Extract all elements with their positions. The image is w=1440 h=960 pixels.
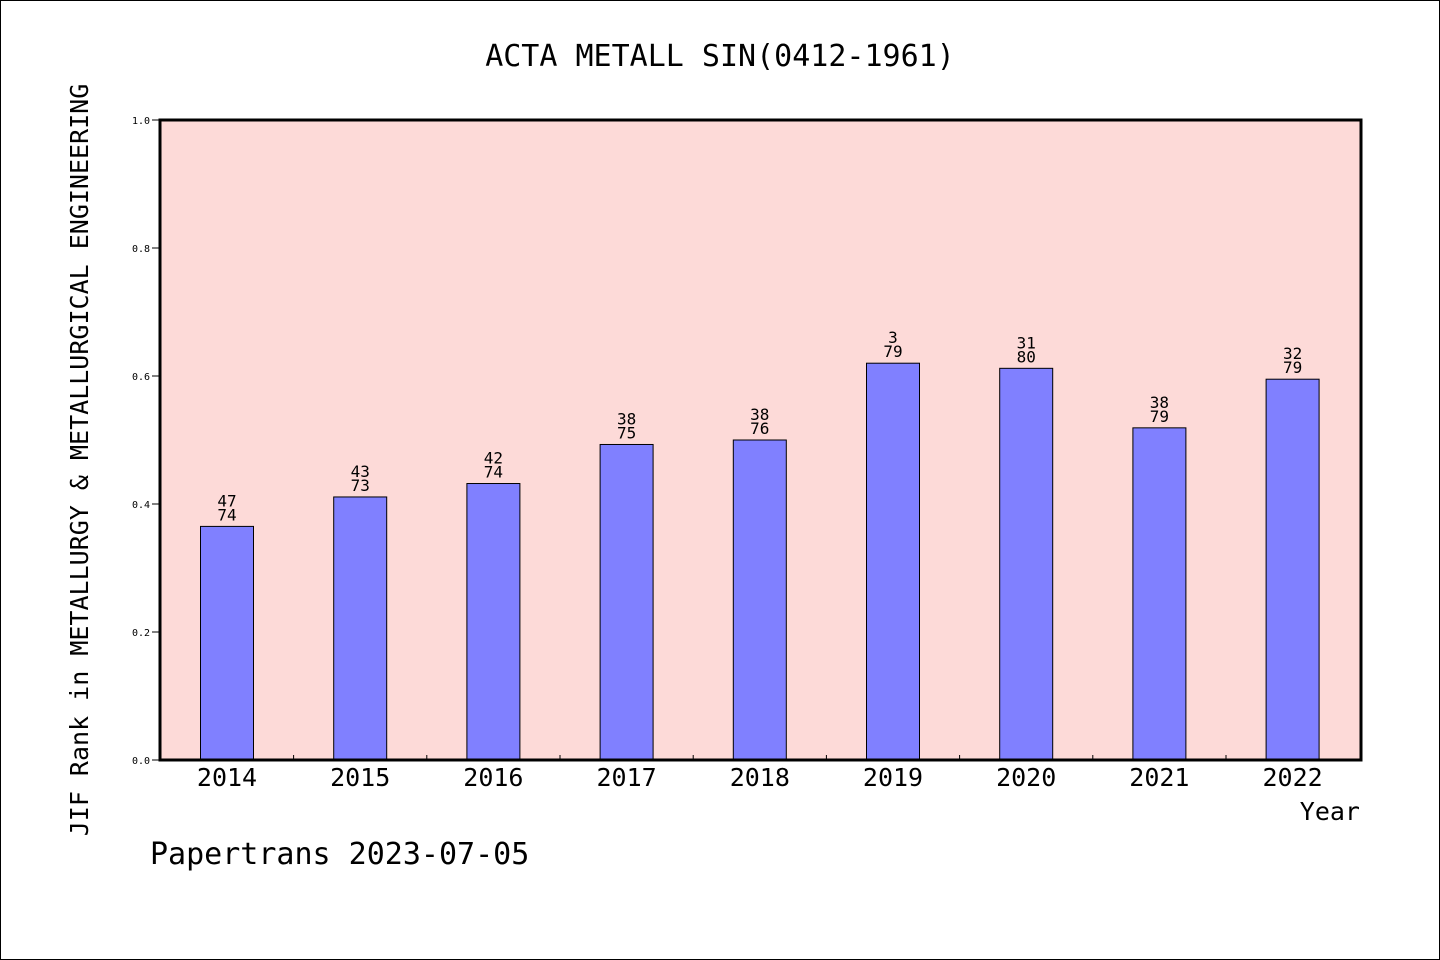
bar-2014 — [200, 525, 254, 761]
bar-rank-label: 42 — [484, 449, 503, 468]
bar-rank-label: 38 — [617, 409, 636, 428]
x-tick-label: 2014 — [197, 763, 257, 792]
x-tick-label: 2021 — [1129, 763, 1189, 792]
x-tick-label: 2019 — [863, 763, 923, 792]
x-tick-label: 2015 — [330, 763, 390, 792]
x-tick-label: 2017 — [596, 763, 656, 792]
bar-2016 — [466, 483, 521, 761]
bar-rank-label: 3 — [888, 328, 898, 347]
bar-total-label: 79 — [883, 342, 902, 361]
x-tick-label: 2018 — [730, 763, 790, 792]
bar-rank-label: 38 — [1150, 393, 1169, 412]
bar-rank-label: 32 — [1283, 344, 1302, 363]
y-axis-label: JIF Rank in METALLURGY & METALLURGICAL E… — [65, 84, 94, 837]
plot-border — [158, 118, 1363, 762]
bar-total-label: 75 — [617, 423, 636, 442]
x-axis-label: Year — [1300, 797, 1360, 826]
bar-2018 — [732, 439, 787, 761]
bar-total-label: 74 — [217, 505, 236, 524]
bar-2015 — [333, 496, 388, 761]
bar-2021 — [1132, 427, 1187, 761]
bar-total-label: 79 — [1283, 358, 1302, 377]
bar-rank-label: 43 — [351, 462, 370, 481]
y-tick-label: 0.8 — [132, 244, 150, 255]
bar-total-label: 73 — [351, 476, 370, 495]
bar-total-label: 79 — [1150, 407, 1169, 426]
bar-rank-label: 47 — [217, 491, 236, 510]
bar-total-label: 76 — [750, 419, 769, 438]
bar-2020 — [999, 367, 1054, 761]
footer-credit: Papertrans 2023-07-05 — [150, 837, 529, 872]
y-tick-label: 0.0 — [132, 756, 150, 767]
bar-rank-label: 38 — [750, 405, 769, 424]
chart-title: ACTA METALL SIN(0412-1961) — [485, 39, 955, 74]
bar-2017 — [599, 443, 654, 761]
x-ticks: 2014 2015 2016 2017 2018 2019 2020 2021 2022 — [197, 755, 1323, 792]
y-ticks: 0.0 0.2 0.4 0.6 0.8 1.0 — [132, 116, 160, 767]
y-tick-label: 1.0 — [132, 116, 150, 127]
bar-total-label: 74 — [484, 463, 503, 482]
bar-rank-label: 31 — [1017, 333, 1036, 352]
bar-2022 — [1265, 378, 1320, 761]
x-tick-label: 2020 — [996, 763, 1056, 792]
y-tick-label: 0.2 — [132, 628, 150, 639]
y-tick-label: 0.4 — [132, 500, 150, 511]
x-tick-label: 2022 — [1262, 763, 1322, 792]
y-tick-label: 0.6 — [132, 372, 150, 383]
bar-total-label: 80 — [1017, 347, 1036, 366]
x-tick-label: 2016 — [463, 763, 523, 792]
bar-2019 — [866, 362, 920, 761]
